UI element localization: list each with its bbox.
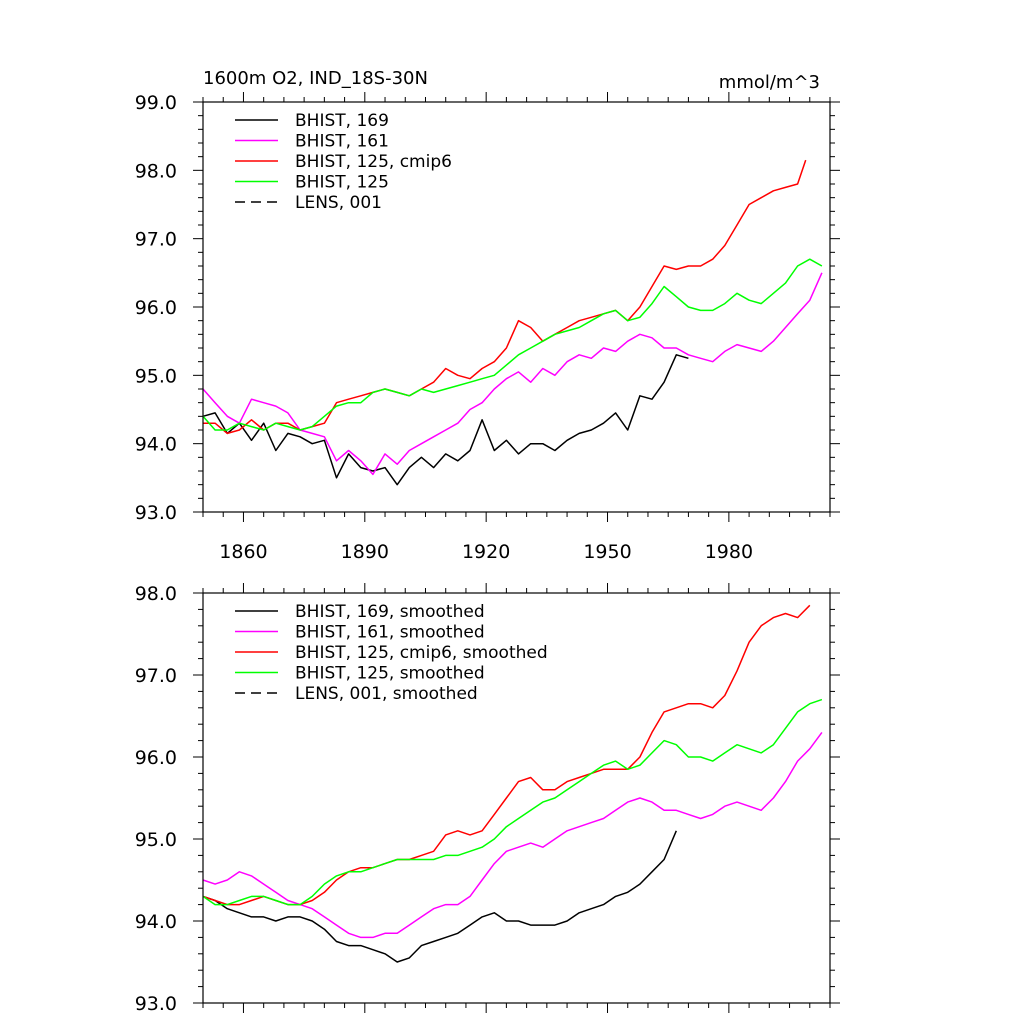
y-tick-label: 98.0 [135,583,177,605]
y-tick-label: 96.0 [135,747,177,769]
y-tick-label: 93.0 [135,993,177,1015]
y-tick-label: 97.0 [135,229,177,251]
units-label: mmol/m^3 [719,72,820,93]
plot-frame-panel2 [202,592,831,1004]
legend-label: LENS, 001, smoothed [295,684,478,704]
y-tick-label: 98.0 [135,160,177,182]
y-tick-label: 95.0 [135,829,177,851]
series-line-panel1-3 [203,159,807,435]
legend-label: BHIST, 125, cmip6, smoothed [295,643,548,663]
x-tick-label: 1920 [462,541,510,563]
legend-label: BHIST, 125, smoothed [295,664,485,684]
x-tick-label: 1950 [583,541,631,563]
x-tick-label: 1980 [705,541,753,563]
y-tick-label: 94.0 [135,434,177,456]
y-tick-label: 94.0 [135,911,177,933]
y-tick-label: 95.0 [135,365,177,387]
chart-title: 1600m O2, IND_18S-30N [203,68,428,89]
legend-label: BHIST, 161 [295,132,389,152]
series-line-panel2-4 [202,698,823,906]
legend-label: BHIST, 125, cmip6 [295,152,452,172]
legend-label: BHIST, 125 [295,173,389,193]
legend-label: BHIST, 161, smoothed [295,623,485,643]
series-line-panel2-3 [202,604,811,906]
x-tick-label: 1890 [341,541,389,563]
y-tick-label: 93.0 [135,502,177,524]
x-tick-label: 1860 [219,541,267,563]
y-tick-label: 99.0 [135,92,177,114]
series-line-panel1-4 [202,258,823,431]
legend-label: BHIST, 169, smoothed [295,602,485,622]
y-tick-label: 97.0 [135,665,177,687]
legend-label: BHIST, 169 [295,111,389,131]
series-line-panel1-2 [202,272,823,476]
series-line-panel2-2 [202,731,823,939]
legend-label: LENS, 001 [295,193,382,213]
series-line-panel2-1 [202,830,677,963]
series-line-panel1-1 [202,354,689,486]
y-tick-label: 96.0 [135,297,177,319]
